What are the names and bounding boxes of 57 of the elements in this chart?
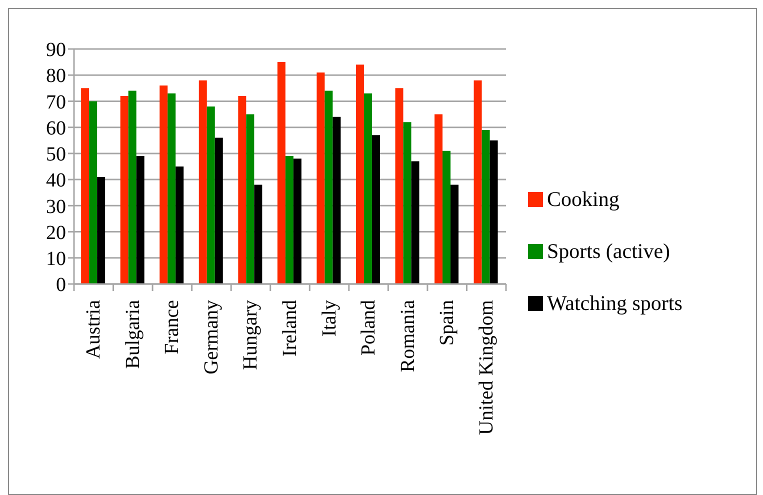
bar bbox=[136, 156, 144, 284]
bar bbox=[332, 116, 341, 284]
bar bbox=[160, 86, 168, 284]
x-tick-label: Austria bbox=[82, 300, 105, 359]
bar bbox=[120, 96, 128, 284]
y-tick-label: 10 bbox=[46, 248, 66, 270]
x-tick-label: Hungary bbox=[240, 300, 262, 370]
bar bbox=[285, 156, 294, 284]
bar bbox=[168, 93, 176, 284]
bar bbox=[364, 93, 372, 284]
bar bbox=[176, 166, 184, 284]
x-tick-label: Poland bbox=[358, 300, 380, 356]
x-tick-label: Bulgaria bbox=[122, 300, 144, 369]
y-tick-label: 0 bbox=[56, 274, 66, 296]
bar bbox=[482, 130, 490, 284]
x-tick-label: Spain bbox=[436, 300, 458, 346]
bar bbox=[474, 80, 482, 284]
bar bbox=[395, 88, 404, 284]
bar bbox=[89, 101, 98, 284]
bar bbox=[316, 72, 325, 284]
bar bbox=[434, 114, 443, 284]
legend-label: Sports (active) bbox=[547, 239, 670, 264]
bar bbox=[254, 184, 262, 284]
y-tick-label: 40 bbox=[46, 170, 66, 192]
bar bbox=[128, 90, 136, 284]
bar bbox=[324, 90, 333, 284]
bar bbox=[442, 150, 451, 284]
x-tick-label: Romania bbox=[396, 300, 419, 372]
bar bbox=[206, 106, 215, 284]
bar bbox=[277, 62, 286, 284]
bar bbox=[293, 158, 302, 284]
x-tick-label: Germany bbox=[200, 300, 222, 374]
bar bbox=[214, 138, 223, 284]
y-tick-label: 60 bbox=[46, 117, 66, 140]
x-tick-label: United Kingdom bbox=[475, 300, 498, 435]
bar bbox=[403, 122, 412, 284]
x-tick-label: France bbox=[161, 300, 184, 354]
legend-label: Watching sports bbox=[547, 291, 682, 316]
y-tick-label: 80 bbox=[46, 65, 66, 88]
y-tick-label: 70 bbox=[46, 91, 66, 114]
legend-label: Cooking bbox=[547, 187, 620, 212]
y-tick-label: 20 bbox=[46, 222, 66, 244]
bar bbox=[97, 176, 106, 284]
bar bbox=[198, 80, 207, 284]
bar bbox=[490, 140, 498, 284]
bar bbox=[450, 184, 459, 284]
bar bbox=[356, 64, 364, 284]
y-tick-label: 30 bbox=[46, 196, 66, 218]
y-tick-label: 50 bbox=[46, 144, 66, 166]
bar bbox=[246, 114, 254, 284]
bar bbox=[238, 96, 246, 284]
x-tick-label: Ireland bbox=[279, 300, 301, 357]
x-tick-label: Italy bbox=[318, 300, 340, 337]
y-tick-label: 90 bbox=[46, 39, 66, 62]
bar bbox=[411, 161, 420, 284]
bar bbox=[372, 135, 380, 284]
bar bbox=[81, 88, 90, 284]
